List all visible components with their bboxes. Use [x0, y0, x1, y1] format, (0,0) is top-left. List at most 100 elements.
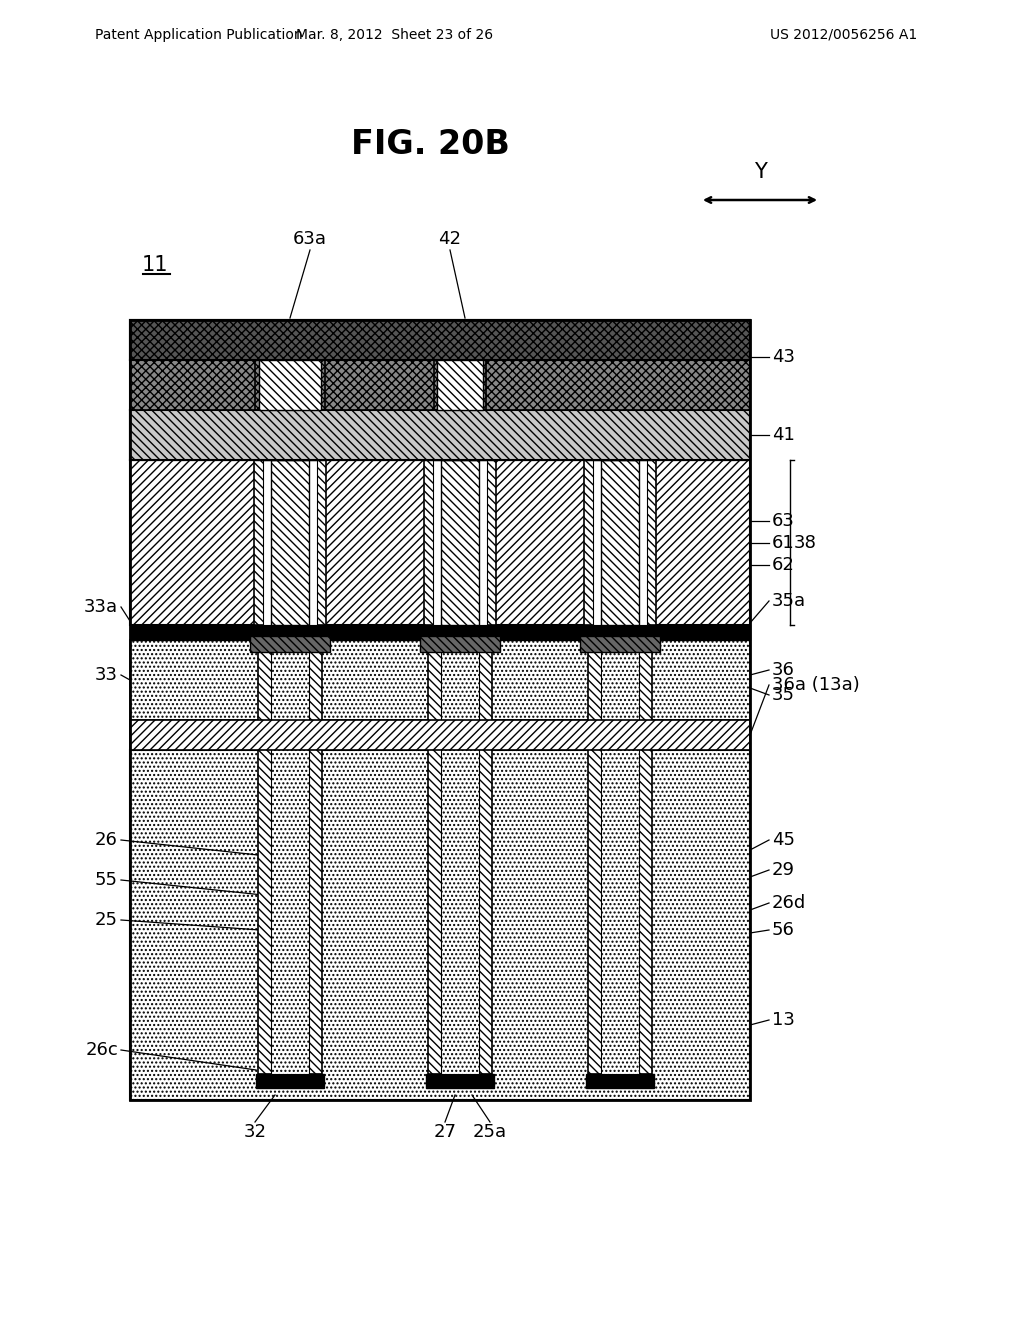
Bar: [130, 319, 750, 1100]
Bar: [601, 459, 639, 624]
Bar: [424, 459, 496, 624]
Bar: [601, 640, 639, 1074]
Bar: [259, 360, 321, 411]
Text: 26: 26: [95, 832, 118, 849]
Bar: [325, 360, 434, 411]
Bar: [420, 636, 500, 652]
Bar: [130, 459, 750, 624]
Text: 43: 43: [772, 348, 795, 366]
Bar: [130, 360, 750, 411]
Bar: [424, 459, 496, 624]
Text: 25: 25: [95, 911, 118, 929]
Text: 13: 13: [772, 1011, 795, 1030]
Bar: [420, 636, 500, 652]
Text: 35: 35: [772, 686, 795, 704]
Text: 55: 55: [95, 871, 118, 888]
Bar: [601, 459, 639, 624]
Bar: [130, 411, 750, 459]
Text: 33a: 33a: [84, 598, 118, 616]
Bar: [130, 719, 750, 750]
Bar: [130, 319, 750, 360]
Bar: [130, 624, 750, 640]
Bar: [258, 640, 322, 1074]
Bar: [130, 411, 750, 459]
Bar: [250, 636, 330, 652]
Bar: [580, 636, 660, 652]
Bar: [130, 750, 750, 1100]
Bar: [486, 360, 750, 411]
Bar: [259, 360, 321, 411]
Text: 63: 63: [772, 512, 795, 531]
Text: 36: 36: [772, 661, 795, 678]
Bar: [586, 1074, 654, 1088]
Bar: [586, 1074, 654, 1088]
Bar: [441, 640, 479, 1074]
Text: 41: 41: [772, 426, 795, 444]
Text: 35a: 35a: [772, 591, 806, 610]
Bar: [250, 636, 330, 652]
Text: Mar. 8, 2012  Sheet 23 of 26: Mar. 8, 2012 Sheet 23 of 26: [296, 28, 494, 42]
Bar: [584, 459, 656, 624]
Bar: [437, 360, 483, 411]
Text: 27: 27: [433, 1123, 457, 1140]
Bar: [263, 459, 317, 624]
Bar: [428, 640, 492, 1074]
Bar: [130, 719, 750, 750]
Bar: [584, 459, 656, 624]
Text: 11: 11: [141, 255, 168, 275]
Bar: [130, 719, 750, 750]
Bar: [130, 750, 750, 1100]
Bar: [256, 1074, 324, 1088]
Text: 36a (13a): 36a (13a): [772, 676, 860, 694]
Text: 32: 32: [244, 1123, 266, 1140]
Bar: [130, 640, 750, 719]
Text: 38: 38: [794, 535, 817, 552]
Bar: [426, 1074, 494, 1088]
Text: Patent Application Publication: Patent Application Publication: [95, 28, 303, 42]
Bar: [130, 360, 255, 411]
Bar: [593, 459, 647, 624]
Bar: [256, 1074, 324, 1088]
Bar: [130, 360, 750, 411]
Bar: [130, 411, 750, 459]
Bar: [271, 459, 309, 624]
Bar: [254, 459, 326, 624]
Bar: [271, 640, 309, 1074]
Bar: [271, 459, 309, 624]
Bar: [325, 360, 434, 411]
Bar: [271, 640, 309, 1074]
Text: FIG. 20B: FIG. 20B: [350, 128, 509, 161]
Text: 33: 33: [95, 667, 118, 684]
Bar: [130, 319, 750, 360]
Bar: [601, 640, 639, 1074]
Bar: [428, 640, 492, 1074]
Text: 45: 45: [772, 832, 795, 849]
Bar: [437, 360, 483, 411]
Bar: [254, 459, 326, 624]
Bar: [130, 319, 750, 360]
Bar: [130, 411, 750, 459]
Text: 29: 29: [772, 861, 795, 879]
Bar: [580, 636, 660, 652]
Bar: [433, 459, 487, 624]
Bar: [588, 640, 652, 1074]
Bar: [130, 459, 750, 624]
Text: 63a: 63a: [293, 230, 327, 248]
Bar: [441, 459, 479, 624]
Bar: [130, 319, 750, 360]
Text: 42: 42: [438, 230, 462, 248]
Text: 62: 62: [772, 556, 795, 574]
Bar: [258, 640, 322, 1074]
Text: 26c: 26c: [85, 1041, 118, 1059]
Text: 61: 61: [772, 535, 795, 552]
Text: Y: Y: [754, 162, 766, 182]
Bar: [588, 640, 652, 1074]
Bar: [441, 459, 479, 624]
Text: 56: 56: [772, 921, 795, 939]
Bar: [130, 640, 750, 719]
Text: US 2012/0056256 A1: US 2012/0056256 A1: [770, 28, 918, 42]
Bar: [441, 640, 479, 1074]
Bar: [486, 360, 750, 411]
Bar: [130, 719, 750, 750]
Bar: [426, 1074, 494, 1088]
